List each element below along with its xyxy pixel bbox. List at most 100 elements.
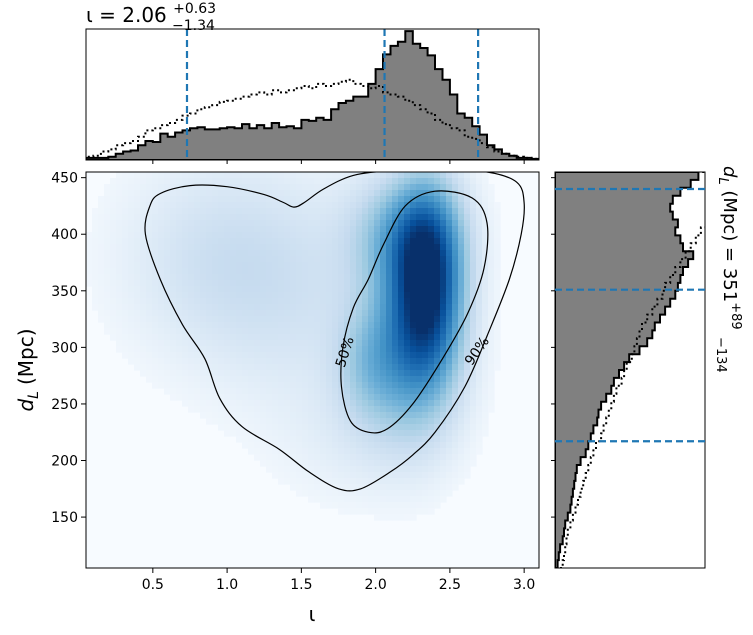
heatmap-cell bbox=[314, 370, 321, 377]
heatmap-cell bbox=[218, 238, 225, 245]
heatmap-cell bbox=[344, 460, 351, 467]
heatmap-cell bbox=[314, 466, 321, 473]
heatmap-cell bbox=[332, 172, 339, 179]
heatmap-cell bbox=[212, 358, 219, 365]
heatmap-cell bbox=[350, 316, 357, 323]
heatmap-cell bbox=[452, 196, 459, 203]
heatmap-cell bbox=[464, 412, 471, 419]
heatmap-cell bbox=[350, 298, 357, 305]
heatmap-cell bbox=[452, 454, 459, 461]
heatmap-cell bbox=[338, 214, 345, 221]
heatmap-cell bbox=[236, 256, 243, 263]
heatmap-cell bbox=[476, 286, 483, 293]
heatmap-cell bbox=[254, 196, 261, 203]
heatmap-cell bbox=[122, 178, 129, 185]
heatmap-cell bbox=[164, 250, 171, 257]
heatmap-cell bbox=[98, 214, 105, 221]
heatmap-cell bbox=[440, 406, 447, 413]
heatmap-cell bbox=[152, 274, 159, 281]
heatmap-cell bbox=[308, 292, 315, 299]
heatmap-cell bbox=[146, 250, 153, 257]
heatmap-cell bbox=[386, 268, 393, 275]
heatmap-cell bbox=[164, 274, 171, 281]
heatmap-cell bbox=[134, 304, 141, 311]
heatmap-cell bbox=[440, 268, 447, 275]
heatmap-cell bbox=[260, 340, 267, 347]
heatmap-cell bbox=[368, 436, 375, 443]
heatmap-cell bbox=[182, 172, 189, 179]
heatmap-cell bbox=[92, 274, 99, 281]
heatmap-cell bbox=[266, 172, 273, 179]
heatmap-cell bbox=[182, 262, 189, 269]
heatmap-cell bbox=[356, 466, 363, 473]
heatmap-cell bbox=[170, 232, 177, 239]
heatmap-cell bbox=[248, 238, 255, 245]
heatmap-cell bbox=[446, 406, 453, 413]
heatmap-cell bbox=[434, 382, 441, 389]
heatmap-cell bbox=[116, 202, 123, 209]
heatmap-cell bbox=[482, 220, 489, 227]
heatmap-cell bbox=[422, 334, 429, 341]
heatmap-cell bbox=[260, 256, 267, 263]
heatmap-cell bbox=[278, 334, 285, 341]
heatmap-cell bbox=[212, 250, 219, 257]
heatmap-cell bbox=[362, 250, 369, 257]
heatmap-cell bbox=[152, 382, 159, 389]
heatmap-cell bbox=[350, 310, 357, 317]
heatmap-cell bbox=[92, 262, 99, 269]
heatmap-cell bbox=[362, 334, 369, 341]
heatmap-cell bbox=[338, 484, 345, 491]
heatmap-cell bbox=[296, 466, 303, 473]
heatmap-cell bbox=[296, 184, 303, 191]
heatmap-cell bbox=[170, 358, 177, 365]
heatmap-cell bbox=[332, 376, 339, 383]
heatmap-cell bbox=[488, 406, 495, 413]
heatmap-cell bbox=[404, 418, 411, 425]
heatmap-cell bbox=[284, 292, 291, 299]
heatmap-cell bbox=[164, 226, 171, 233]
heatmap-cell bbox=[404, 514, 411, 521]
heatmap-cell bbox=[398, 304, 405, 311]
heatmap-cell bbox=[470, 316, 477, 323]
heatmap-cell bbox=[332, 370, 339, 377]
x-tick-label: 2.5 bbox=[439, 577, 461, 593]
heatmap-cell bbox=[260, 214, 267, 221]
heatmap-cell bbox=[176, 226, 183, 233]
heatmap-cell bbox=[218, 214, 225, 221]
heatmap-cell bbox=[494, 244, 501, 251]
heatmap-cell bbox=[344, 184, 351, 191]
heatmap-cell bbox=[230, 322, 237, 329]
heatmap-cell bbox=[242, 376, 249, 383]
heatmap-cell bbox=[446, 322, 453, 329]
heatmap-cell bbox=[410, 466, 417, 473]
heatmap-cell bbox=[212, 220, 219, 227]
heatmap-cell bbox=[188, 262, 195, 269]
heatmap-cell bbox=[356, 508, 363, 515]
heatmap-cell bbox=[452, 268, 459, 275]
heatmap-cell bbox=[140, 232, 147, 239]
heatmap-cell bbox=[362, 364, 369, 371]
heatmap-cell bbox=[230, 370, 237, 377]
heatmap-cell bbox=[440, 448, 447, 455]
heatmap-cell bbox=[416, 412, 423, 419]
heatmap-cell bbox=[200, 262, 207, 269]
heatmap-cell bbox=[278, 328, 285, 335]
heatmap-cell bbox=[452, 484, 459, 491]
heatmap-cell bbox=[98, 262, 105, 269]
heatmap-cell bbox=[392, 442, 399, 449]
heatmap-cell bbox=[266, 196, 273, 203]
heatmap-cell bbox=[302, 292, 309, 299]
heatmap-cell bbox=[92, 214, 99, 221]
heatmap-cell bbox=[266, 190, 273, 197]
heatmap-cell bbox=[278, 190, 285, 197]
y-tick-label: 450 bbox=[51, 171, 78, 187]
heatmap-cell bbox=[176, 220, 183, 227]
heatmap-cell bbox=[362, 466, 369, 473]
heatmap-cell bbox=[404, 208, 411, 215]
heatmap-cell bbox=[314, 226, 321, 233]
heatmap-cell bbox=[458, 286, 465, 293]
heatmap-cell bbox=[452, 220, 459, 227]
heatmap-cell bbox=[248, 310, 255, 317]
heatmap-cell bbox=[380, 298, 387, 305]
heatmap-cell bbox=[428, 226, 435, 233]
